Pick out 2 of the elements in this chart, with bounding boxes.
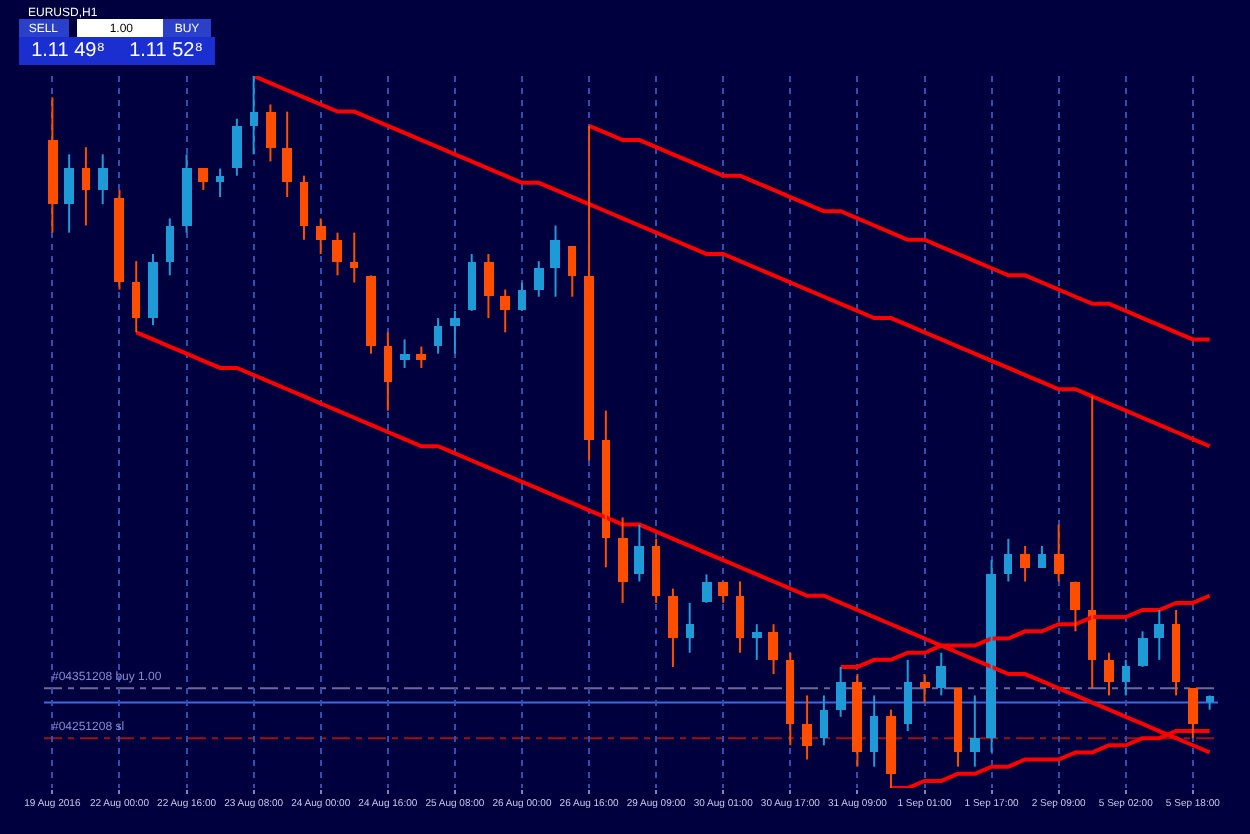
text: 1.11 52⁸ — [129, 40, 203, 62]
text: 1.11 49⁸ — [31, 40, 105, 62]
